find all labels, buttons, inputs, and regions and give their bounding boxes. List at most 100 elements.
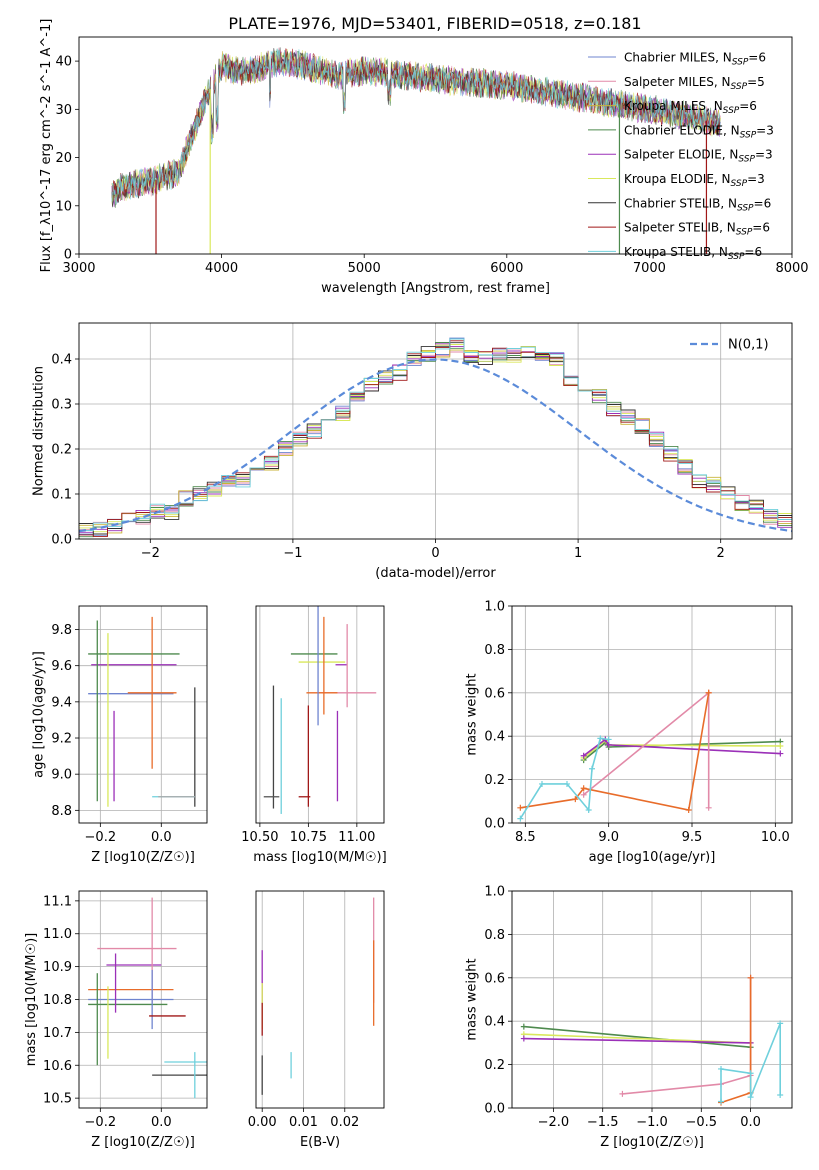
mass-weight-marker — [572, 796, 579, 803]
mass-weight-marker — [705, 804, 712, 811]
y-tick-label: 0.4 — [484, 730, 505, 745]
x-axis-label: Z [log10(Z/Z☉)] — [91, 1135, 195, 1150]
mass-weight-line — [523, 1025, 751, 1048]
y-tick-label: 0.4 — [51, 353, 72, 368]
legend-nssp-equals: = — [747, 75, 757, 89]
x-tick-label: −1.0 — [636, 1115, 668, 1130]
y-axis-label: age [log10(age/yr)] — [32, 651, 47, 778]
figure-title: PLATE=1976, MJD=53401, FIBERID=0518, z=0… — [228, 14, 641, 33]
y-tick-label: 20 — [55, 151, 72, 166]
mass-weight-marker — [747, 974, 754, 981]
legend-entry: Chabrier ELODIE, NSSP=3 — [624, 123, 774, 140]
legend-nssp-equals: = — [739, 99, 749, 113]
legend-nssp-prefix: , N — [722, 148, 739, 162]
mass-weight-marker — [747, 1070, 754, 1077]
gaussian-legend-label: N(0,1) — [728, 338, 769, 353]
mass-weight-marker — [520, 1023, 527, 1030]
y-tick-label: 1.0 — [484, 600, 505, 615]
y-tick-label: 10.6 — [43, 1059, 72, 1074]
x-tick-label: 3000 — [62, 261, 95, 276]
y-tick-label: 0.8 — [484, 928, 505, 943]
legend-nssp-value: 3 — [757, 172, 765, 186]
age-vs-metallicity-panel: −0.2 0.0 8.8 9.0 9.2 9.4 9.6 9.8 Z [log10(Z/Z☉)]… — [32, 605, 208, 865]
mass-weight-marker — [747, 1094, 754, 1101]
legend-entry-label: Kroupa MILES — [624, 99, 706, 113]
y-tick-label: 10.7 — [43, 1026, 72, 1041]
legend-nssp-subscript: SSP — [732, 58, 749, 68]
legend-nssp-subscript: SSP — [728, 252, 745, 262]
y-tick-label: 8.8 — [51, 804, 72, 819]
legend-nssp-value: 6 — [764, 196, 772, 210]
y-axis-label: Flux [f_λ10^-17 erg cm^-2 s^-1 A^-1] — [39, 19, 54, 273]
mass-weight-marker — [589, 765, 595, 772]
legend-nssp-value: 6 — [749, 99, 757, 113]
mass-weight-line — [720, 977, 752, 1104]
mass-weight-marker — [580, 785, 587, 792]
x-tick-label: 0 — [431, 546, 439, 561]
y-tick-label: 9.8 — [51, 623, 72, 638]
residual-histogram-panel: −2 −1 0 1 2 0.0 0.1 0.2 0.3 0.4 (data-model)/error… — [32, 322, 793, 581]
mass-weight-marker — [597, 735, 604, 742]
legend-nssp-prefix: , N — [714, 172, 731, 186]
x-tick-label: 9.5 — [682, 830, 703, 845]
x-axis-label: (data-model)/error — [375, 566, 496, 581]
legend-nssp-value: 6 — [754, 245, 762, 259]
legend-nssp-value: 3 — [766, 123, 774, 137]
legend-nssp-prefix: , N — [706, 99, 723, 113]
legend-nssp-subscript: SSP — [737, 203, 754, 213]
mass-weight-line — [523, 1037, 751, 1044]
legend-entry: Kroupa STELIB, NSSP=6 — [624, 245, 762, 262]
legend-entry: Chabrier STELIB, NSSP=6 — [624, 196, 771, 213]
axes-frame — [78, 36, 793, 255]
y-tick-label: 10.8 — [43, 993, 72, 1008]
x-tick-label: 2 — [717, 546, 725, 561]
mass-weight-vs-age-panel: 8.5 9.0 9.5 10.0 0.0 0.2 0.4 0.6 0.8 1.0 age [log1… — [465, 600, 793, 865]
mass-weight-marker — [705, 689, 712, 696]
legend-entry: Salpeter STELIB, NSSP=6 — [624, 221, 770, 238]
legend-nssp-value: 3 — [765, 148, 773, 162]
y-tick-label: 1.0 — [484, 885, 505, 900]
y-tick-label: 0.0 — [51, 533, 72, 548]
x-tick-label: −2.0 — [538, 1115, 570, 1130]
x-axis-label: E(B-V) — [300, 1135, 340, 1150]
mass-weight-marker — [685, 806, 692, 813]
mass-weight-marker — [580, 752, 587, 759]
y-tick-label: 0.2 — [484, 773, 505, 788]
x-tick-label: −0.5 — [686, 1115, 718, 1130]
age-vs-mass-panel: 10.50 10.75 11.00 mass [log10(M/M☉)] — [241, 605, 387, 865]
legend-nssp-subscript: SSP — [723, 106, 740, 116]
x-tick-label: 5000 — [348, 261, 381, 276]
legend-nssp-prefix: , N — [723, 123, 740, 137]
legend-nssp-equals: = — [752, 221, 762, 235]
spectrum-panel: 3000 4000 5000 6000 7000 8000 0 10 20 30 40 wavelen… — [39, 19, 809, 296]
legend-nssp-equals: = — [747, 172, 757, 186]
x-tick-label: 0.01 — [289, 1115, 318, 1130]
y-tick-label: 0.8 — [484, 643, 505, 658]
axes-frame — [511, 890, 793, 1109]
x-axis-label: mass [log10(M/M☉)] — [253, 850, 386, 865]
mass-weight-marker — [777, 1020, 784, 1027]
x-tick-label: −1 — [283, 546, 302, 561]
mass-weight-line — [720, 1023, 781, 1102]
x-axis-label: Z [log10(Z/Z☉)] — [600, 1135, 704, 1150]
y-tick-label: 30 — [55, 103, 72, 118]
x-tick-label: 9.0 — [598, 830, 619, 845]
mass-vs-extinction-panel: 0.00 0.01 0.02 E(B-V) — [248, 890, 385, 1150]
legend-nssp-equals: = — [744, 245, 754, 259]
x-tick-label: −2 — [141, 546, 160, 561]
legend-nssp-prefix: , N — [720, 196, 737, 210]
gaussian-curve — [78, 358, 793, 533]
legend-nssp-equals: = — [748, 51, 758, 65]
axes-frame — [255, 605, 385, 824]
legend-nssp-subscript: SSP — [738, 155, 755, 165]
legend-nssp-prefix: , N — [715, 51, 732, 65]
mass-weight-marker — [777, 1091, 784, 1098]
legend-nssp-value: 5 — [757, 75, 765, 89]
mass-weight-marker — [619, 1090, 626, 1097]
y-tick-label: 11.1 — [43, 894, 72, 909]
axes-frame — [78, 322, 793, 540]
legend-nssp-subscript: SSP — [731, 82, 748, 92]
spectrum-series-line — [111, 48, 721, 202]
mass-vs-metallicity-panel: −0.2 0.0 10.5 10.6 10.7 10.8 10.9 11.0 11.1 Z [lo… — [24, 890, 208, 1150]
